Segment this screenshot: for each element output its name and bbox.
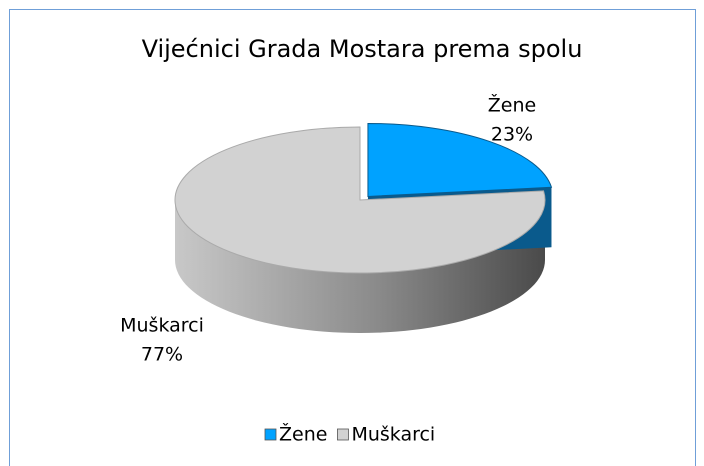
legend-swatch: [337, 428, 349, 441]
pie-slice: [174, 126, 546, 274]
chart-title: Vijećnici Grada Mostara prema spolu: [142, 35, 583, 63]
pie-slice: [367, 122, 553, 197]
data-label-name: Muškarci: [120, 315, 204, 337]
legend-label: Muškarci: [351, 424, 435, 446]
legend-label: Žene: [279, 423, 327, 446]
data-label-name: Žene: [488, 94, 536, 117]
data-label-value: 23%: [491, 124, 533, 146]
legend-swatch: [264, 428, 277, 441]
data-label-value: 77%: [141, 344, 183, 366]
pie-slice-side: [175, 200, 545, 333]
